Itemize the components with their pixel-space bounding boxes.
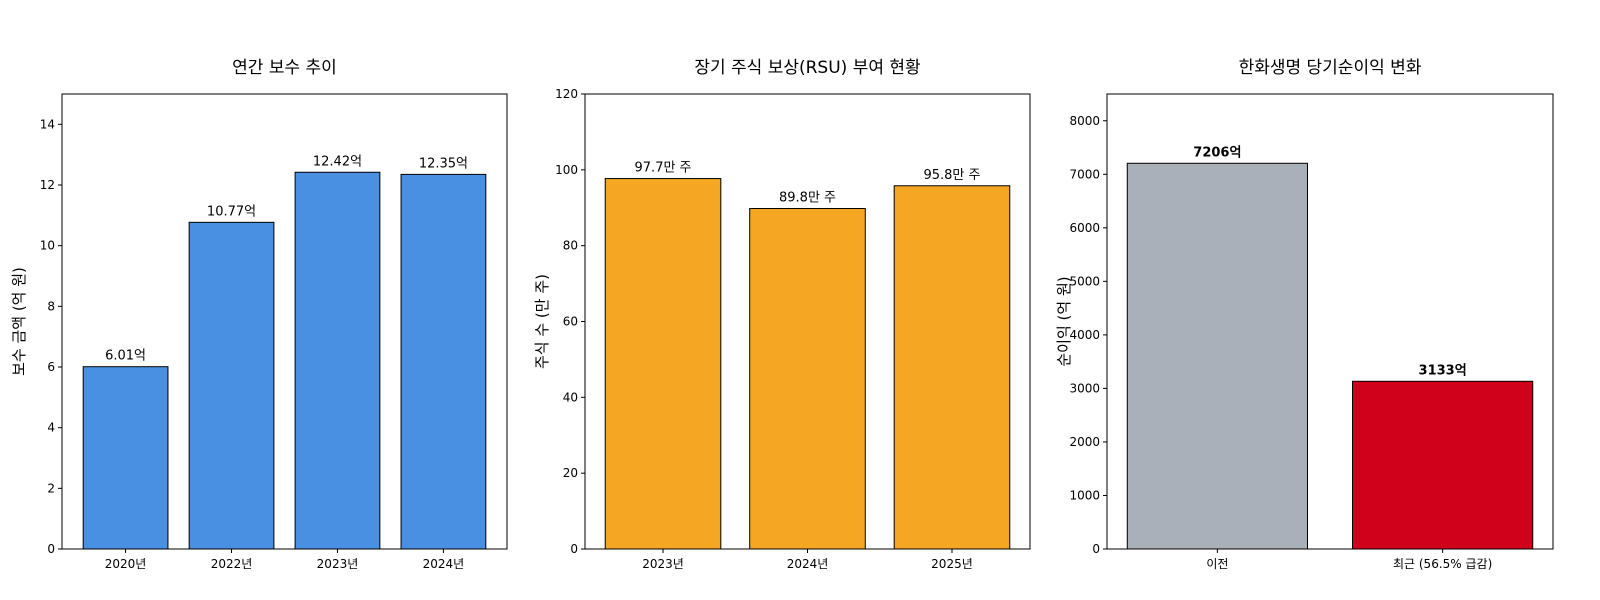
y-tick-label: 5000 [1069, 274, 1100, 288]
x-tick-label: 2023년 [642, 557, 684, 571]
bar [1126, 162, 1308, 550]
axes-frame [584, 93, 1031, 550]
bar [188, 221, 275, 550]
y-tick-label: 8000 [1069, 114, 1100, 128]
data-label: 89.8만 주 [779, 191, 836, 206]
y-tick-label: 100 [555, 163, 578, 177]
data-label: 12.35억 [419, 156, 468, 171]
bar [749, 208, 866, 550]
y-tick-label: 0 [1092, 542, 1100, 556]
x-tick-label: 2024년 [787, 557, 829, 571]
bar [893, 185, 1011, 550]
bar [1352, 380, 1534, 550]
y-tick-label: 1000 [1069, 488, 1100, 502]
y-axis-label: 주식 수 (만 주) [533, 274, 551, 369]
data-label: 10.77억 [207, 204, 256, 219]
data-label: 95.8만 주 [923, 168, 980, 183]
y-axis-label: 순이익 (억 원) [1055, 276, 1073, 366]
y-tick-label: 0 [570, 542, 578, 556]
data-label: 7206억 [1193, 145, 1241, 160]
chart-title: 장기 주식 보상(RSU) 부여 현황 [694, 58, 920, 78]
y-tick-label: 120 [555, 87, 578, 101]
y-tick-label: 14 [40, 117, 55, 131]
data-label: 6.01억 [105, 349, 146, 364]
axes-frame [61, 93, 508, 550]
y-tick-label: 8 [47, 299, 55, 313]
bar [294, 171, 381, 550]
y-tick-label: 12 [40, 178, 55, 192]
chart-title: 한화생명 당기순이익 변화 [1239, 58, 1422, 78]
x-tick-label: 최근 (56.5% 급감) [1393, 557, 1492, 571]
data-label: 12.42억 [313, 154, 362, 169]
y-tick-label: 60 [563, 315, 578, 329]
bar [400, 173, 487, 550]
y-tick-label: 2 [47, 481, 55, 495]
bar [82, 366, 169, 550]
y-tick-label: 2000 [1069, 435, 1100, 449]
y-tick-label: 80 [563, 239, 578, 253]
x-tick-label: 2020년 [105, 557, 147, 571]
y-tick-label: 7000 [1069, 167, 1100, 181]
y-tick-label: 6 [47, 360, 55, 374]
x-tick-label: 2023년 [317, 557, 359, 571]
data-label: 3133억 [1419, 363, 1467, 378]
y-tick-label: 0 [47, 542, 55, 556]
data-label: 97.7만 주 [635, 161, 692, 176]
y-tick-label: 4000 [1069, 328, 1100, 342]
x-tick-label: 2024년 [423, 557, 465, 571]
x-tick-label: 이전 [1206, 557, 1228, 571]
x-tick-label: 2025년 [931, 557, 973, 571]
chart-title: 연간 보수 추이 [232, 58, 337, 78]
y-tick-label: 40 [563, 390, 578, 404]
bar [604, 178, 722, 550]
y-tick-label: 6000 [1069, 221, 1100, 235]
y-tick-label: 20 [563, 466, 578, 480]
y-tick-label: 3000 [1069, 381, 1100, 395]
axes-frame [1106, 93, 1554, 550]
y-tick-label: 10 [40, 239, 55, 253]
y-axis-label: 보수 금액 (억 원) [10, 267, 28, 376]
x-tick-label: 2022년 [211, 557, 253, 571]
y-tick-label: 4 [47, 421, 55, 435]
